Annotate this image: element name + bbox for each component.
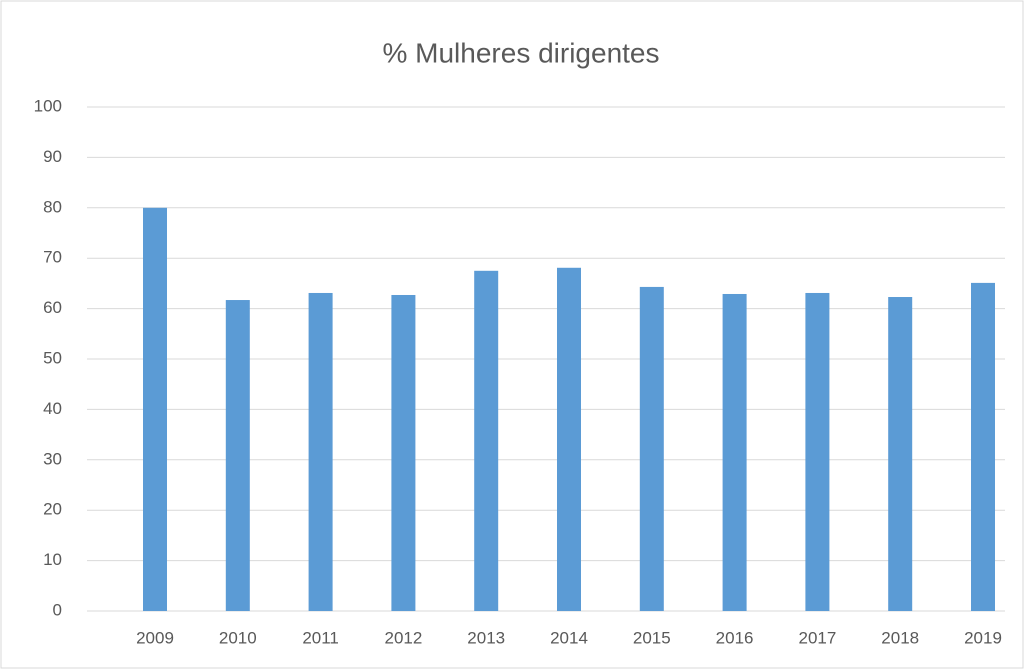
x-tick-label: 2011 xyxy=(302,628,339,647)
x-tick-label: 2015 xyxy=(633,628,671,647)
y-tick-label: 20 xyxy=(43,500,62,519)
x-tick-label: 2017 xyxy=(798,628,836,647)
bar xyxy=(391,294,416,611)
y-tick-label: 40 xyxy=(43,399,62,418)
x-tick-label: 2013 xyxy=(467,628,505,647)
bar xyxy=(722,293,747,611)
x-tick-label: 2009 xyxy=(136,628,174,647)
x-tick-label: 2018 xyxy=(881,628,919,647)
bar xyxy=(639,286,664,611)
bar xyxy=(805,292,830,611)
bar xyxy=(143,207,167,612)
y-tick-label: 70 xyxy=(43,248,62,267)
y-tick-label: 10 xyxy=(43,550,62,569)
bar xyxy=(225,300,250,611)
y-tick-label: 50 xyxy=(43,348,62,367)
y-tick-label: 80 xyxy=(43,197,62,216)
y-tick-label: 100 xyxy=(34,96,62,115)
y-tick-label: 30 xyxy=(43,449,62,468)
chart-title: % Mulheres dirigentes xyxy=(382,37,659,68)
bar xyxy=(971,282,995,611)
bar xyxy=(474,270,499,611)
x-tick-label: 2019 xyxy=(964,628,1002,647)
y-tick-label: 60 xyxy=(43,298,62,317)
bar xyxy=(308,292,333,611)
y-tick-label: 90 xyxy=(43,147,62,166)
x-tick-label: 2012 xyxy=(384,628,422,647)
x-tick-label: 2016 xyxy=(716,628,754,647)
bar xyxy=(557,267,581,611)
y-tick-label: 0 xyxy=(53,600,62,619)
x-tick-label: 2014 xyxy=(550,628,588,647)
x-tick-label: 2010 xyxy=(219,628,257,647)
bar xyxy=(888,297,913,611)
